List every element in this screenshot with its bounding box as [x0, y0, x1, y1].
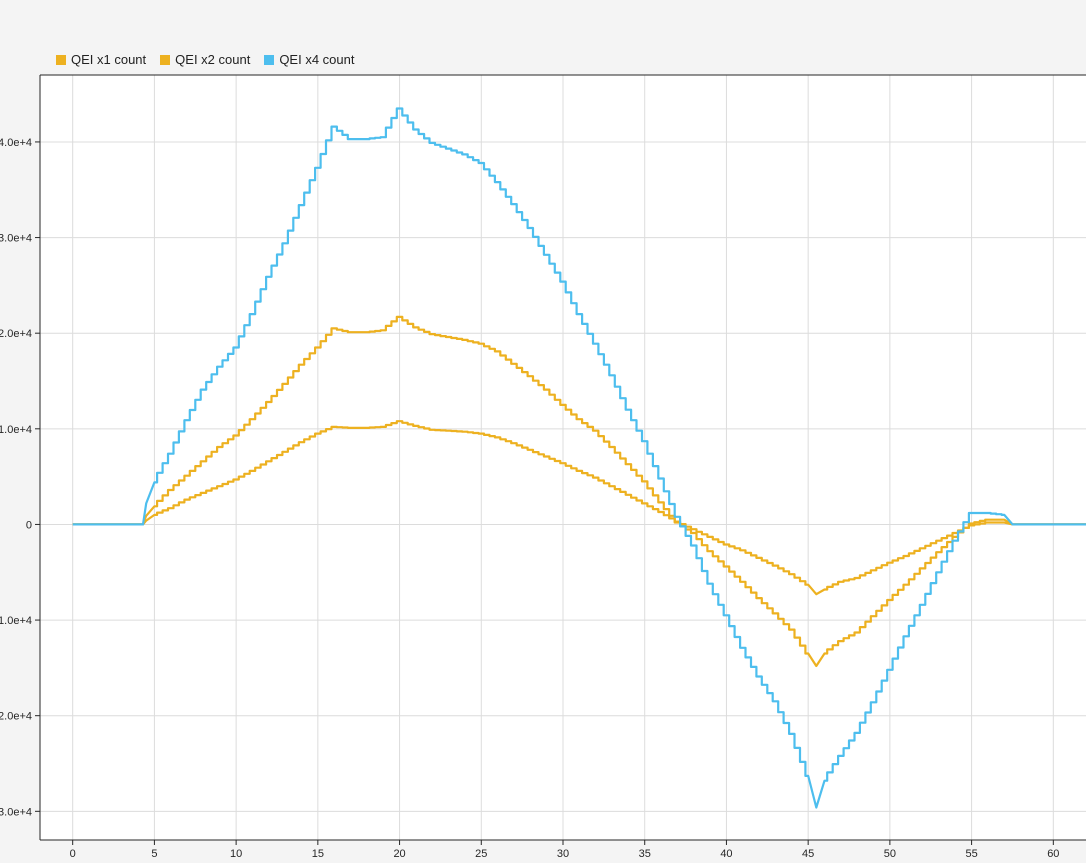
- legend-label-x4: QEI x4 count: [279, 52, 355, 67]
- legend-item-x1[interactable]: QEI x1 count: [56, 52, 146, 67]
- x-tick-label: 10: [230, 848, 242, 860]
- series-group: [72, 107, 1086, 809]
- x-ticks: 0 5 10 15 20 25 30 35 40 45 50 55 60: [70, 840, 1059, 860]
- legend-swatch-x2: [160, 54, 171, 65]
- x-tick-label: 35: [639, 848, 651, 860]
- y-ticks: -3.0e+4 -2.0e+4 -1.0e+4 0 1.0e+4 2.0e+4 3.0e+4…: [0, 137, 40, 818]
- series-x2-line: [72, 315, 1086, 668]
- legend-swatch-x4: [264, 54, 275, 65]
- x-tick-label: 15: [312, 848, 324, 860]
- x-tick-label: 50: [884, 848, 896, 860]
- series-x1-line: [72, 420, 1086, 596]
- y-tick-label: -1.0e+4: [0, 615, 32, 627]
- y-tick-label: -2.0e+4: [0, 711, 32, 723]
- grid: [40, 75, 1086, 840]
- legend-item-x2[interactable]: QEI x2 count: [160, 52, 250, 67]
- y-tick-label: 0: [26, 519, 32, 531]
- legend: QEI x1 count QEI x2 count QEI x4 count: [56, 52, 368, 67]
- series-x4-line: [72, 107, 1086, 809]
- y-tick-label: -3.0e+4: [0, 806, 32, 818]
- x-tick-label: 5: [151, 848, 157, 860]
- legend-label-x1: QEI x1 count: [71, 52, 147, 67]
- x-tick-label: 25: [475, 848, 487, 860]
- x-tick-label: 45: [802, 848, 814, 860]
- x-tick-label: 20: [393, 848, 405, 860]
- legend-item-x4[interactable]: QEI x4 count: [264, 52, 354, 67]
- x-tick-label: 55: [965, 848, 977, 860]
- y-tick-label: 1.0e+4: [0, 424, 32, 436]
- x-tick-label: 30: [557, 848, 569, 860]
- y-tick-label: 2.0e+4: [0, 328, 32, 340]
- y-tick-label: 4.0e+4: [0, 137, 32, 149]
- legend-label-x2: QEI x2 count: [175, 52, 251, 67]
- x-tick-label: 60: [1047, 848, 1059, 860]
- legend-swatch-x1: [56, 54, 66, 65]
- x-tick-label: 0: [70, 848, 76, 860]
- y-tick-label: 3.0e+4: [0, 233, 32, 245]
- x-tick-label: 40: [720, 848, 732, 860]
